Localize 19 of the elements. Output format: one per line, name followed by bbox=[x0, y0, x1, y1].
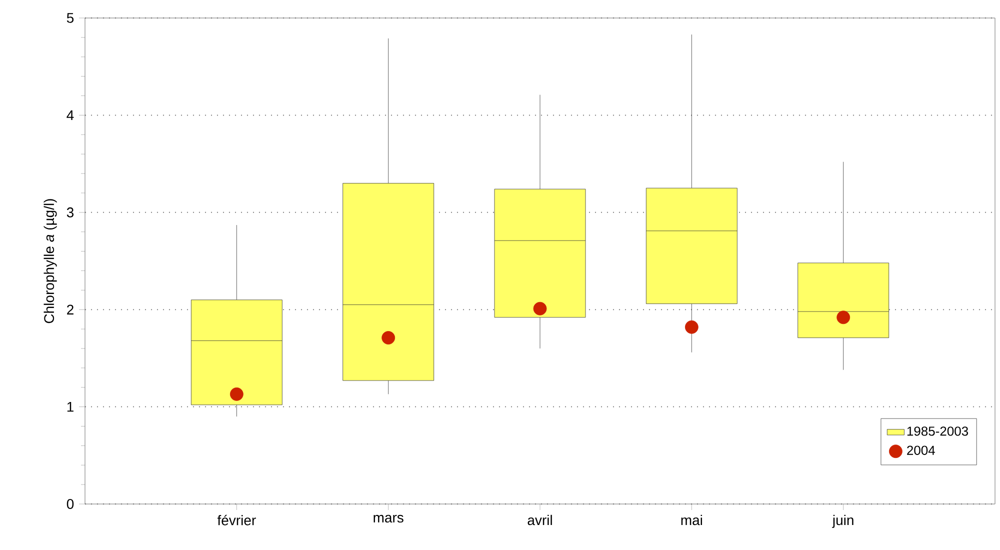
y-tick-label: 4 bbox=[66, 110, 74, 120]
y-axis-title: Chlorophylle a (µg/l) bbox=[44, 199, 57, 324]
legend-label: 2004 bbox=[907, 446, 935, 455]
y-tick-label: 2 bbox=[67, 304, 74, 314]
y-tick-label: 3 bbox=[66, 207, 74, 218]
legend-label: 1985-2003 bbox=[907, 426, 968, 436]
point bbox=[533, 302, 547, 316]
y-tick-label: 0 bbox=[66, 499, 74, 509]
x-tick-label: juin bbox=[832, 514, 854, 528]
x-tick-label: mars bbox=[374, 514, 404, 523]
point bbox=[684, 320, 698, 334]
x-tick-label: avril bbox=[528, 514, 552, 526]
point bbox=[382, 331, 396, 344]
x-tick-label: mai bbox=[681, 514, 702, 526]
x-tick-label: février bbox=[217, 514, 256, 526]
y-tick-label: 5 bbox=[66, 13, 74, 23]
y-tick-label: 1 bbox=[67, 402, 74, 412]
point bbox=[836, 310, 850, 324]
point bbox=[230, 387, 244, 401]
